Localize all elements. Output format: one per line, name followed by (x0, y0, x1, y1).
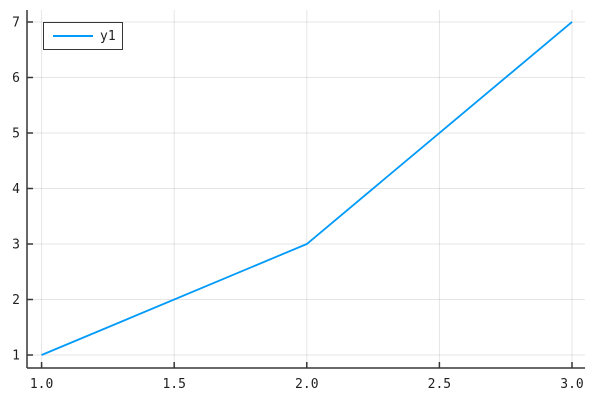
y-tick-label: 3 (12, 238, 20, 253)
y-tick-label: 4 (12, 182, 20, 197)
legend-line-sample (53, 35, 93, 37)
series-line-y1 (41, 21, 573, 356)
y-tick-label: 7 (12, 15, 20, 30)
y-tick-label: 6 (12, 71, 20, 86)
y-tick-label: 5 (12, 126, 20, 141)
x-tick-label: 1.5 (162, 377, 185, 392)
legend-series-label: y1 (100, 28, 116, 44)
x-tick-label: 3.0 (560, 377, 583, 392)
y-tick-label: 2 (12, 293, 20, 308)
x-tick-label: 2.0 (295, 377, 318, 392)
y-tick-label: 1 (12, 349, 20, 364)
x-tick-label: 2.5 (428, 377, 451, 392)
legend-box: y1 (43, 22, 123, 50)
x-tick-label: 1.0 (30, 377, 53, 392)
